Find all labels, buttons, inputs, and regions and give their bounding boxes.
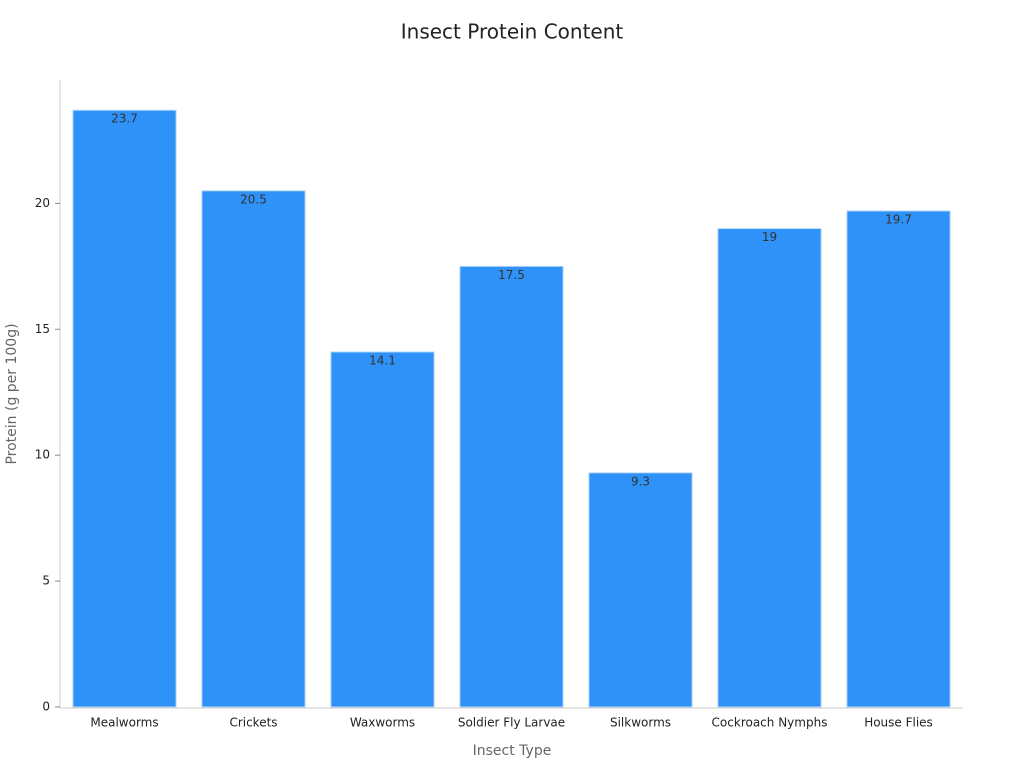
x-tick-label: House Flies — [864, 716, 933, 730]
bar — [201, 190, 306, 708]
y-tick-label: 5 — [42, 574, 50, 588]
chart-title: Insect Protein Content — [401, 20, 624, 44]
y-tick-label: 20 — [35, 196, 50, 210]
y-axis-label: Protein (g per 100g) — [4, 323, 20, 464]
bar — [588, 472, 693, 708]
bar — [717, 228, 822, 708]
data-label: 17.5 — [498, 268, 525, 282]
y-tick-label: 10 — [35, 448, 50, 462]
data-label: 19.7 — [885, 212, 912, 226]
bar — [459, 265, 564, 708]
x-tick-label: Crickets — [229, 716, 277, 730]
data-label: 19 — [762, 230, 777, 244]
data-label: 9.3 — [631, 474, 650, 488]
y-tick-label: 15 — [35, 322, 50, 336]
x-tick-label: Waxworms — [350, 716, 415, 730]
y-tick-label: 0 — [42, 700, 50, 714]
x-tick-label: Mealworms — [90, 716, 158, 730]
x-tick-label: Cockroach Nymphs — [712, 716, 828, 730]
x-tick-label: Silkworms — [610, 716, 671, 730]
data-label: 23.7 — [111, 112, 138, 126]
x-tick-label: Soldier Fly Larvae — [458, 716, 565, 730]
bar — [330, 351, 435, 708]
data-label: 14.1 — [369, 353, 396, 367]
bar — [72, 109, 177, 708]
x-axis-label: Insect Type — [473, 743, 552, 759]
bar — [846, 210, 951, 708]
data-label: 20.5 — [240, 192, 267, 206]
